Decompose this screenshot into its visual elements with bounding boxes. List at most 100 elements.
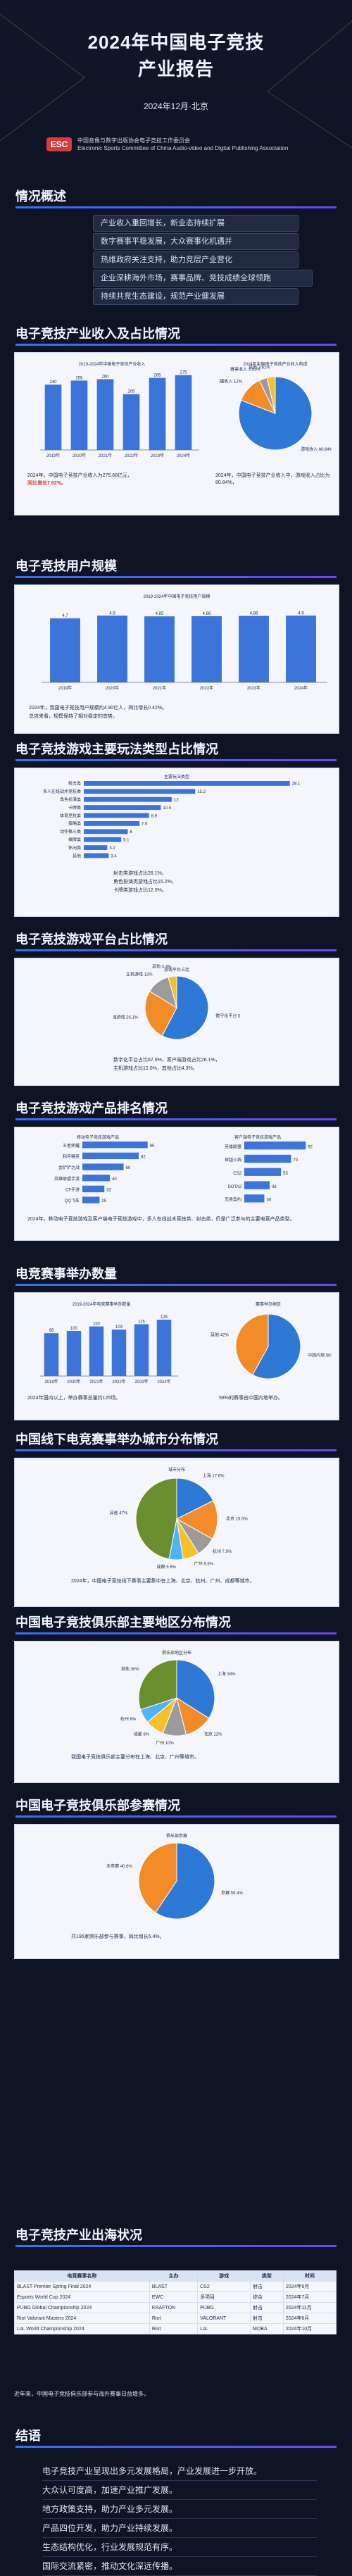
chart-title: 俱乐部地区分布 — [162, 1650, 191, 1656]
table-cell: EWC — [149, 2291, 199, 2303]
data-label: 4.7 — [62, 614, 68, 618]
tick-label: 动作格斗类 — [60, 829, 81, 834]
pie-slice — [175, 1500, 218, 1539]
data-label: 92 — [308, 1145, 313, 1149]
tick-label: 棋牌类 — [68, 837, 81, 843]
table-cell: Riot — [149, 2313, 199, 2324]
slice-label: 其他 47% — [110, 1510, 128, 1515]
overview-title: 情况概述 — [15, 189, 66, 204]
data-label: 100 — [70, 1327, 78, 1331]
section-underline — [15, 2245, 337, 2247]
table-cell: 射击 — [250, 2313, 284, 2324]
bar — [82, 1152, 139, 1160]
table-row: Riot Valorant Masters 2024 Riot VALORANT 射击… — [14, 2313, 337, 2324]
conclusion-list: 电子竞技产业呈现出多元发展格局，产业发展进一步开放。 大众认可度高，加速产业推广… — [42, 2462, 317, 2576]
pie-slice — [135, 1477, 177, 1560]
overview-item: 数字赛事平稳发展，大众赛事化机遇并 — [93, 233, 298, 250]
tick-label: QQ飞车 — [65, 1198, 80, 1203]
pie-slice — [266, 376, 276, 414]
data-label: 6 — [130, 830, 133, 834]
pie-slice — [176, 1477, 214, 1520]
chart-title: 游戏平台占比 — [164, 967, 189, 973]
bar — [84, 781, 290, 786]
tick-label: 2022年 — [112, 1379, 125, 1384]
bar — [122, 394, 140, 450]
revenue-note-2: 同比增长7.62%。 — [27, 480, 203, 487]
cities-note: 2024年，中国电子竞技线下赛事主要集中在上海、北京、杭州、广州、成都等城市。 — [71, 1579, 255, 1584]
tick-label: 金铲铲之战 — [58, 1165, 80, 1170]
overseas-table: 电竞赛事名称 主办 游戏 类型 时间 BLAST Premier Spring … — [14, 2270, 337, 2334]
pie-slice — [155, 1842, 215, 1920]
slice-label: 其他 42% — [210, 1332, 229, 1338]
section-underline — [15, 344, 337, 346]
title-line2: 产业报告 — [137, 58, 214, 80]
gametype-note-3: 卡牌类游戏占比12.0%。 — [113, 888, 167, 893]
slice-label: 北京 12% — [204, 1731, 222, 1737]
data-label: 3.2 — [109, 846, 115, 851]
section-underline — [15, 576, 337, 578]
bar — [84, 805, 161, 811]
revenue-title: 电子竞技产业收入及占比情况 — [15, 327, 180, 341]
bar — [82, 1163, 124, 1170]
events-bar-chart: 95 2019年 100 2020年 110 2021年 103 2022年 115 2023年 1… — [40, 1301, 178, 1384]
data-label: 4.86 — [203, 612, 211, 616]
table-cell: PUBG Global Championship 2024 — [14, 2302, 150, 2313]
tick-label: 穿越火线 — [225, 1157, 241, 1163]
bar — [82, 1196, 100, 1203]
header-decoration — [0, 13, 352, 149]
section-underline — [15, 1815, 337, 1818]
data-label: 28.1 — [292, 782, 301, 787]
tick-label: 角色扮演类 — [60, 797, 81, 803]
users-panel: 4.7 2019年 4.9 2020年 4.85 2021年 4.86 2022年 4.88 20… — [14, 584, 339, 734]
slice-label: 中国内地 58% — [308, 1352, 332, 1358]
data-label: 4.9 — [109, 611, 115, 615]
table-header: 电竞赛事名称 — [14, 2270, 150, 2282]
pie-slice — [168, 975, 177, 1008]
platform-note-1: 数字化平台占比67.6%，客户端游戏占比26.1%， — [113, 1058, 220, 1063]
tick-label: 卡牌类 — [68, 805, 81, 811]
section-underline — [15, 1632, 337, 1634]
table-cell: 综合 — [250, 2291, 284, 2303]
data-label: 205 — [127, 390, 135, 394]
ranking-section: 电子竞技游戏产品排名情况 王者荣耀 95 和平精英 82 金铲铲之战 60 英雄联盟手游 40… — [0, 1099, 352, 1241]
tick-label: 多人在线战术竞技类 — [43, 789, 81, 794]
table-row: Esports World Cup 2024 EWC 多项目 综合 2024年7月 — [14, 2291, 337, 2303]
bar — [84, 845, 108, 851]
data-label: 103 — [115, 1325, 123, 1330]
clubs-section: 中国电子竞技俱乐部主要地区分布情况 上海 34% 北京 12% 广州 10% 成都 8… — [0, 1613, 352, 1789]
clubevents-title: 中国电子竞技俱乐部参赛情况 — [15, 1799, 180, 1813]
overview-item: 持续共竞生态建设，规范产业健发展 — [93, 288, 298, 305]
pie-slice — [252, 1313, 301, 1380]
revenue-growth: 同比增长7.62%。 — [27, 481, 66, 486]
table-row: PUBG Global Championship 2024 KRAFTON PUBG… — [14, 2302, 337, 2313]
slice-label: 主机游戏 12% — [126, 972, 153, 977]
data-label: 240 — [49, 380, 57, 384]
revenue-section: 电子竞技产业收入及占比情况 240 2019年 255 2020年 260 2021年 20… — [0, 324, 352, 521]
tick-label: 2023年 — [151, 453, 164, 458]
revenue-note-3: 2024年，中国电子竞技产业收入中，游戏收入占比为80.84%， — [215, 473, 330, 485]
data-label: 95 — [150, 1144, 155, 1149]
data-label: 82 — [141, 1156, 146, 1160]
data-label: 70 — [293, 1158, 298, 1163]
revenue-pie-chart: 游戏收入 80.84% 直播收入 12% 赛事收入 3.55%其他 3.61%202… — [219, 361, 332, 452]
data-label: 4.85 — [156, 612, 164, 616]
slice-label: 游戏收入 80.84% — [301, 446, 332, 452]
pie-slice — [138, 1842, 177, 1913]
tick-label: 2024年 — [177, 453, 190, 458]
gametype-section: 电子竞技游戏主要玩法类型占比情况 射击类 28.1 多人在线战术竞技类 15.2 角色扮… — [0, 739, 352, 923]
section-underline — [15, 949, 337, 951]
cities-pie-chart: 上海 17.6% 北京 15.5% 杭州 7.9% 广州 6.5% 成都 5.5% 其他 … — [110, 1467, 249, 1570]
pie-slice — [144, 990, 177, 1037]
bar — [111, 1330, 127, 1376]
table-cell: 多项目 — [197, 2291, 251, 2303]
chart-title: 2019-2024年中国电子竞技产业收入 — [79, 361, 146, 367]
overview-item: 企业深耕海外市场，赛事品牌、竞技成绩全球领跑 — [93, 270, 313, 287]
ranking-title: 电子竞技游戏产品排名情况 — [15, 1101, 168, 1115]
table-cell: BLAST — [149, 2281, 199, 2292]
table-cell: VALORANT — [197, 2313, 251, 2324]
tick-label: CS2 — [233, 1172, 241, 1176]
table-cell: 射击 — [250, 2302, 284, 2313]
slice-label: 数字化平台 57.6% — [215, 1013, 240, 1018]
table-cell: 2024年11月 — [282, 2302, 337, 2313]
data-label: 265 — [153, 374, 161, 378]
